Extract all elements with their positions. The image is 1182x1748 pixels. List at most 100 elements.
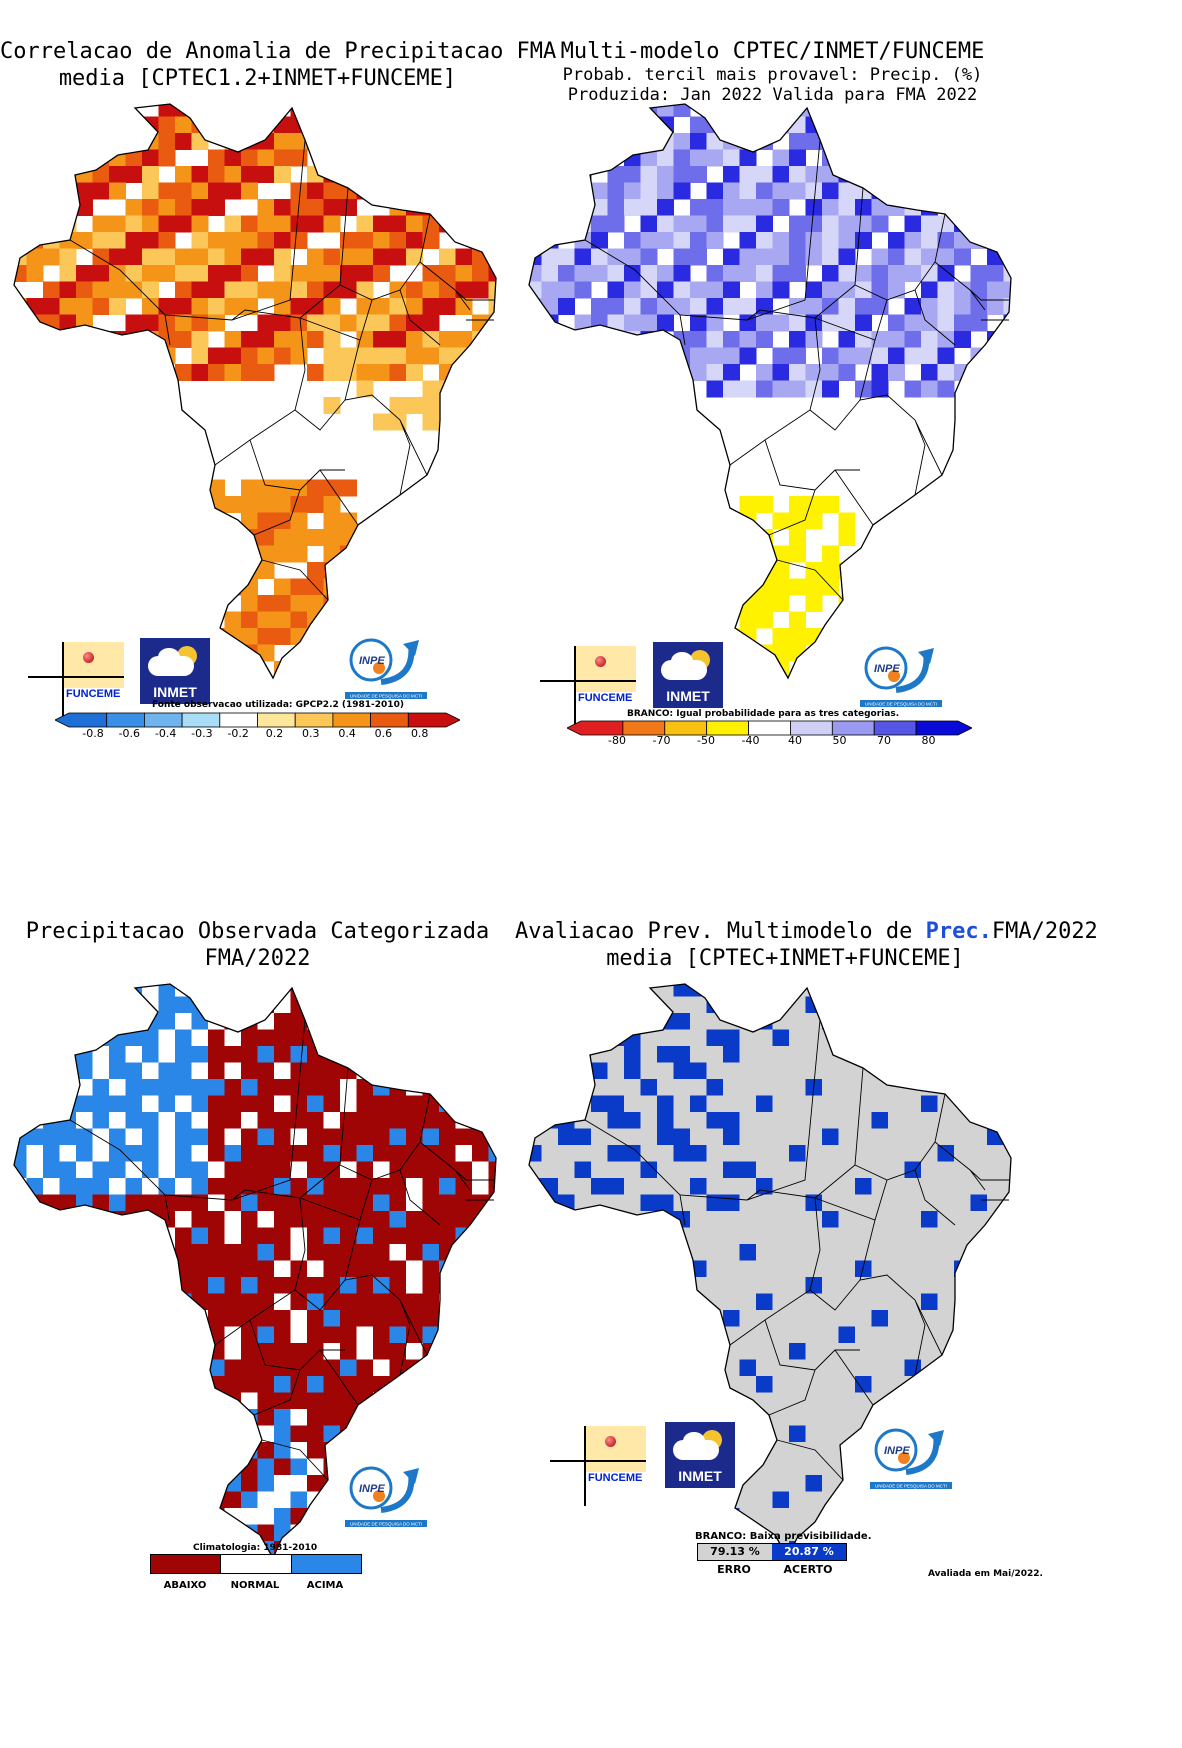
map-cell (789, 496, 806, 513)
map-cell (673, 265, 691, 282)
map-cell (624, 149, 641, 167)
map-cell (472, 1541, 489, 1558)
map-cell (1003, 232, 1011, 249)
map-cell (624, 1293, 641, 1311)
map-cell (706, 1079, 724, 1096)
map-cell (356, 1013, 374, 1030)
map-cell (541, 116, 559, 134)
map-cell (756, 232, 773, 249)
map-cell (59, 1359, 77, 1377)
map-cell (954, 1145, 971, 1162)
map-cell (706, 1343, 724, 1360)
map-cell (323, 1392, 341, 1410)
map-cell (921, 166, 938, 183)
map-cell (26, 1458, 44, 1476)
map-cell (838, 1013, 856, 1030)
map-cell (756, 166, 773, 183)
map-cell (1003, 1541, 1011, 1558)
map-cell (624, 380, 641, 398)
map-cell (789, 331, 806, 348)
map-cell (574, 1211, 592, 1228)
map-cell (822, 199, 839, 216)
map-cell (439, 1046, 456, 1063)
map-cell (789, 1326, 806, 1344)
map-cell (455, 1557, 473, 1558)
map-cell (1003, 1029, 1011, 1047)
map-cell (488, 1293, 496, 1311)
map-cell (488, 1277, 496, 1294)
map-cell (1003, 1491, 1011, 1509)
map-cell (987, 1244, 1004, 1261)
map-cell (340, 1145, 357, 1162)
map-cell (142, 331, 159, 348)
map-cell (822, 1095, 839, 1113)
map-cell (624, 1013, 641, 1030)
map-cell (125, 1145, 143, 1162)
map-cell (607, 1227, 625, 1245)
map-cell (690, 1128, 707, 1146)
map-cell (241, 677, 258, 678)
map-cell (14, 1062, 27, 1080)
map-cell (472, 116, 489, 134)
map-cell (43, 1425, 60, 1443)
map-cell (756, 1475, 773, 1492)
map-cell (257, 1095, 275, 1113)
map-cell (14, 1359, 27, 1377)
map-cell (340, 1359, 357, 1377)
map-cell (92, 1029, 110, 1047)
map-cell (921, 1541, 938, 1558)
map-cell (1003, 1178, 1011, 1195)
map-cell (208, 199, 225, 216)
map-cell (406, 1145, 423, 1162)
map-cell (356, 1425, 374, 1443)
map-cell (191, 1524, 209, 1542)
map-cell (323, 1128, 341, 1146)
map-cell (888, 1095, 905, 1113)
map-cell (142, 298, 159, 315)
map-cell (541, 1211, 559, 1228)
map-cell (888, 1013, 905, 1030)
map-cell (904, 1112, 922, 1129)
map-cell (855, 1211, 872, 1228)
map-cell (1003, 1310, 1011, 1327)
map-cell (43, 1475, 60, 1492)
map-cell (772, 1491, 790, 1509)
map-cell (175, 1392, 192, 1410)
map-cell (888, 1046, 905, 1063)
map-cell (274, 331, 291, 348)
map-cell (591, 133, 608, 150)
map-cell (158, 1079, 176, 1096)
map-cell (591, 1359, 608, 1377)
map-cell (871, 298, 889, 315)
map-cell (290, 1095, 308, 1113)
map-cell (574, 116, 592, 134)
map-cell (789, 984, 806, 997)
map-cell (356, 1260, 374, 1278)
map-cell (541, 1079, 559, 1096)
map-cell (970, 232, 988, 249)
map-cell (76, 1475, 93, 1492)
map-cell (805, 1458, 823, 1476)
map-cell (224, 281, 242, 299)
map-cell (340, 1326, 357, 1344)
map-cell (340, 1244, 357, 1261)
map-cell (422, 1062, 440, 1080)
map-cell (871, 347, 889, 365)
map-cell (871, 281, 889, 299)
brazil-correlation-map (13, 103, 497, 680)
map-cell (529, 215, 542, 233)
map-cell (224, 1277, 242, 1294)
map-cell (191, 1359, 209, 1377)
map-cell (472, 265, 489, 282)
map-cell (904, 1194, 922, 1212)
map-cell (59, 1343, 77, 1360)
map-cell (125, 996, 143, 1014)
map-cell (574, 1046, 592, 1063)
map-cell (59, 182, 77, 200)
map-cell (1003, 1095, 1011, 1113)
brazil-outline (13, 103, 497, 680)
map-cell (723, 1244, 740, 1261)
map-cell (76, 347, 93, 365)
map-cell (26, 265, 44, 282)
map-cell (373, 1095, 390, 1113)
